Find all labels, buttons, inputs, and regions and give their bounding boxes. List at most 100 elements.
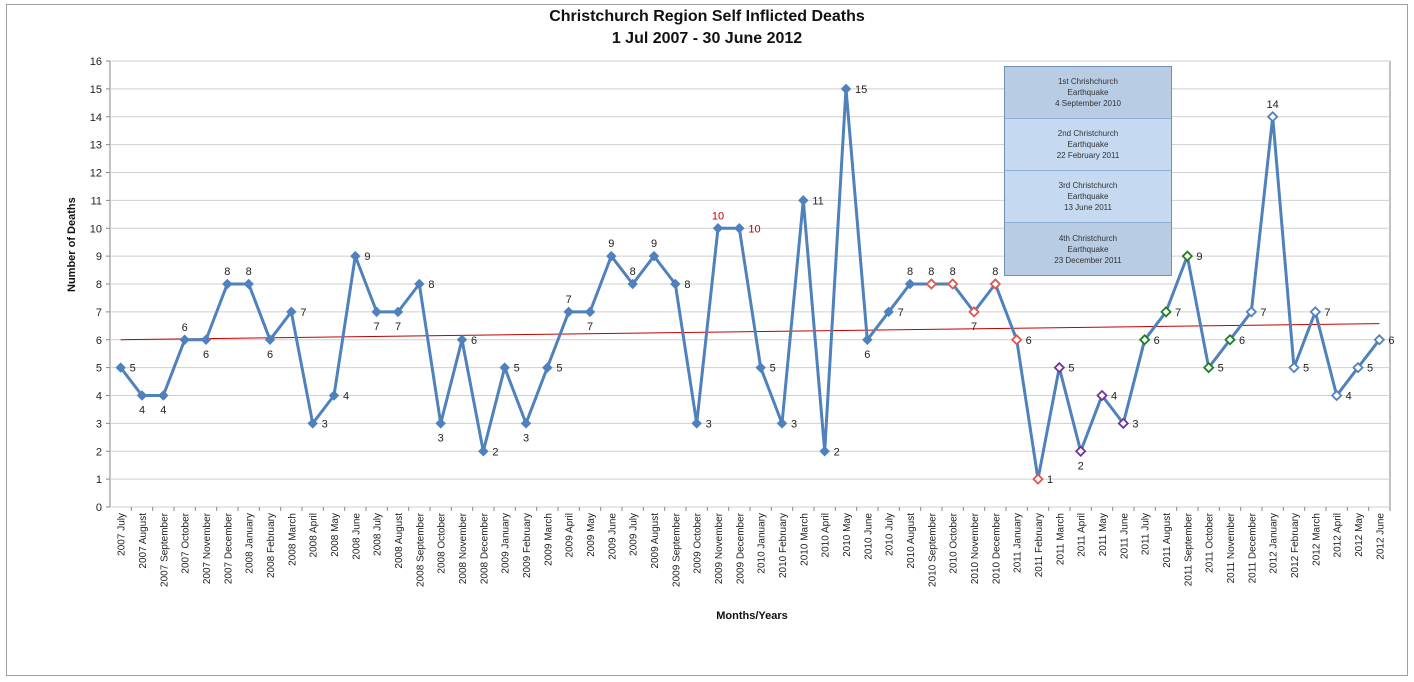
data-label-22: 7 bbox=[587, 321, 593, 333]
x-tick-label-5: 2007 December bbox=[223, 512, 234, 584]
data-label-8: 7 bbox=[300, 307, 306, 319]
x-tick-label-40: 2010 November bbox=[970, 512, 981, 584]
x-tick-label-0: 2007 July bbox=[117, 513, 128, 556]
data-label-52: 6 bbox=[1239, 335, 1245, 347]
data-point-24 bbox=[627, 278, 638, 290]
data-label-40: 7 bbox=[971, 321, 977, 333]
x-tick-label-17: 2008 December bbox=[479, 512, 490, 584]
x-tick-label-32: 2010 March bbox=[799, 513, 810, 566]
data-point-59 bbox=[1373, 333, 1386, 346]
x-tick-label-43: 2011 February bbox=[1034, 513, 1045, 577]
x-tick-label-38: 2010 September bbox=[927, 512, 938, 587]
data-point-16 bbox=[456, 334, 468, 345]
y-tick-label-1: 1 bbox=[96, 474, 102, 486]
data-label-43: 1 bbox=[1047, 474, 1053, 486]
data-label-32: 11 bbox=[812, 195, 823, 207]
data-label-16: 6 bbox=[471, 335, 477, 347]
data-label-20: 5 bbox=[556, 363, 562, 375]
data-point-42 bbox=[1010, 333, 1023, 346]
x-tick-label-20: 2009 March bbox=[543, 513, 554, 566]
y-tick-label-3: 3 bbox=[96, 418, 102, 430]
data-point-12 bbox=[371, 306, 382, 318]
data-label-12: 7 bbox=[374, 321, 380, 333]
data-point-27 bbox=[691, 418, 702, 429]
data-point-36 bbox=[883, 306, 894, 318]
data-point-38 bbox=[925, 278, 938, 290]
x-tick-label-44: 2011 March bbox=[1055, 513, 1066, 565]
data-label-46: 4 bbox=[1111, 391, 1117, 403]
x-tick-label-33: 2010 April bbox=[821, 513, 832, 557]
data-point-19 bbox=[520, 418, 532, 429]
data-label-6: 8 bbox=[246, 266, 252, 278]
x-tick-label-4: 2007 November bbox=[202, 512, 213, 584]
x-tick-label-54: 2012 January bbox=[1269, 513, 1280, 574]
chart-title-line1: Christchurch Region Self Inflicted Death… bbox=[549, 8, 865, 25]
x-tick-label-28: 2009 November bbox=[714, 512, 725, 584]
x-tick-label-42: 2011 January bbox=[1013, 513, 1024, 573]
data-point-4 bbox=[200, 334, 212, 345]
y-tick-label-7: 7 bbox=[96, 307, 102, 319]
x-tick-label-21: 2009 April bbox=[565, 513, 576, 557]
x-tick-label-57: 2012 April bbox=[1333, 513, 1344, 557]
data-label-34: 15 bbox=[855, 84, 867, 96]
x-tick-label-59: 2012 June bbox=[1375, 513, 1386, 560]
data-label-10: 4 bbox=[343, 391, 349, 403]
data-point-26 bbox=[670, 278, 681, 290]
data-label-5: 8 bbox=[224, 266, 230, 278]
data-label-19: 3 bbox=[523, 432, 529, 444]
x-tick-label-56: 2012 March bbox=[1311, 513, 1322, 566]
data-point-5 bbox=[222, 278, 233, 290]
y-tick-label-10: 10 bbox=[90, 223, 102, 235]
data-label-59: 6 bbox=[1388, 335, 1394, 347]
data-point-1 bbox=[136, 390, 148, 401]
x-tick-label-31: 2010 February bbox=[778, 513, 789, 578]
legend-item-4th-earthquake: 4th Christchurch Earthquake 23 December … bbox=[1005, 223, 1171, 275]
data-label-17: 2 bbox=[492, 446, 498, 458]
data-point-43 bbox=[1032, 473, 1044, 485]
x-tick-label-58: 2012 May bbox=[1354, 513, 1365, 557]
data-point-29 bbox=[734, 223, 745, 234]
data-label-27: 3 bbox=[706, 418, 712, 430]
data-label-41: 8 bbox=[992, 266, 998, 278]
x-tick-label-29: 2009 December bbox=[735, 512, 746, 584]
data-point-21 bbox=[563, 306, 574, 318]
data-label-50: 9 bbox=[1196, 251, 1202, 263]
x-tick-label-7: 2008 February bbox=[266, 513, 277, 578]
x-tick-label-52: 2011 November bbox=[1226, 512, 1237, 583]
data-label-47: 3 bbox=[1132, 418, 1138, 430]
data-label-0: 5 bbox=[130, 363, 136, 375]
x-tick-label-23: 2009 June bbox=[607, 513, 618, 560]
y-tick-label-13: 13 bbox=[90, 140, 102, 152]
data-point-9 bbox=[307, 418, 318, 429]
x-tick-label-34: 2010 May bbox=[842, 513, 853, 557]
data-point-17 bbox=[478, 446, 489, 457]
data-label-3: 6 bbox=[182, 322, 188, 334]
data-point-15 bbox=[435, 418, 446, 429]
data-label-7: 6 bbox=[267, 349, 273, 361]
chart-title-line2: 1 Jul 2007 - 30 June 2012 bbox=[611, 30, 803, 47]
y-tick-label-4: 4 bbox=[96, 391, 102, 403]
y-tick-label-16: 16 bbox=[90, 56, 102, 68]
x-tick-label-37: 2010 August bbox=[906, 513, 917, 569]
x-tick-label-3: 2007 October bbox=[181, 512, 192, 573]
y-tick-label-0: 0 bbox=[96, 502, 102, 514]
x-axis-label: Months/Years bbox=[716, 610, 788, 622]
data-label-28: 10 bbox=[712, 210, 724, 222]
x-tick-label-26: 2009 September bbox=[671, 512, 682, 587]
y-tick-label-5: 5 bbox=[96, 363, 102, 375]
data-point-41 bbox=[989, 278, 1002, 290]
data-label-53: 7 bbox=[1260, 307, 1266, 319]
data-label-51: 5 bbox=[1218, 363, 1224, 375]
data-point-10 bbox=[328, 390, 340, 401]
data-point-37 bbox=[904, 278, 916, 290]
data-point-39 bbox=[946, 278, 959, 290]
data-label-15: 3 bbox=[438, 432, 444, 444]
x-tick-label-55: 2012 February bbox=[1290, 513, 1301, 578]
data-point-6 bbox=[243, 278, 254, 290]
x-tick-label-24: 2009 July bbox=[629, 513, 640, 556]
data-point-23 bbox=[606, 250, 617, 262]
data-label-13: 7 bbox=[395, 321, 401, 333]
x-tick-label-12: 2008 July bbox=[373, 513, 384, 556]
data-label-56: 7 bbox=[1324, 307, 1330, 319]
